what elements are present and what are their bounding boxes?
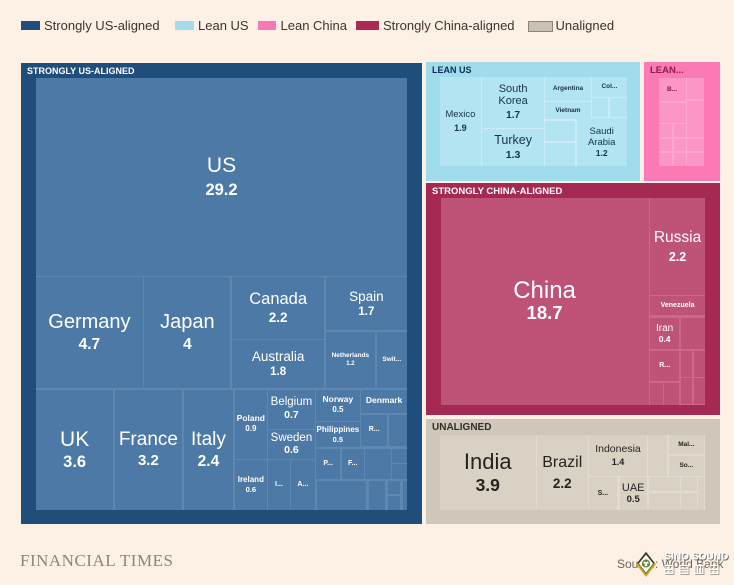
svg-text:SINO SOUND: SINO SOUND [665,552,729,563]
svg-text:SINO SOUND: SINO SOUND [665,552,729,563]
